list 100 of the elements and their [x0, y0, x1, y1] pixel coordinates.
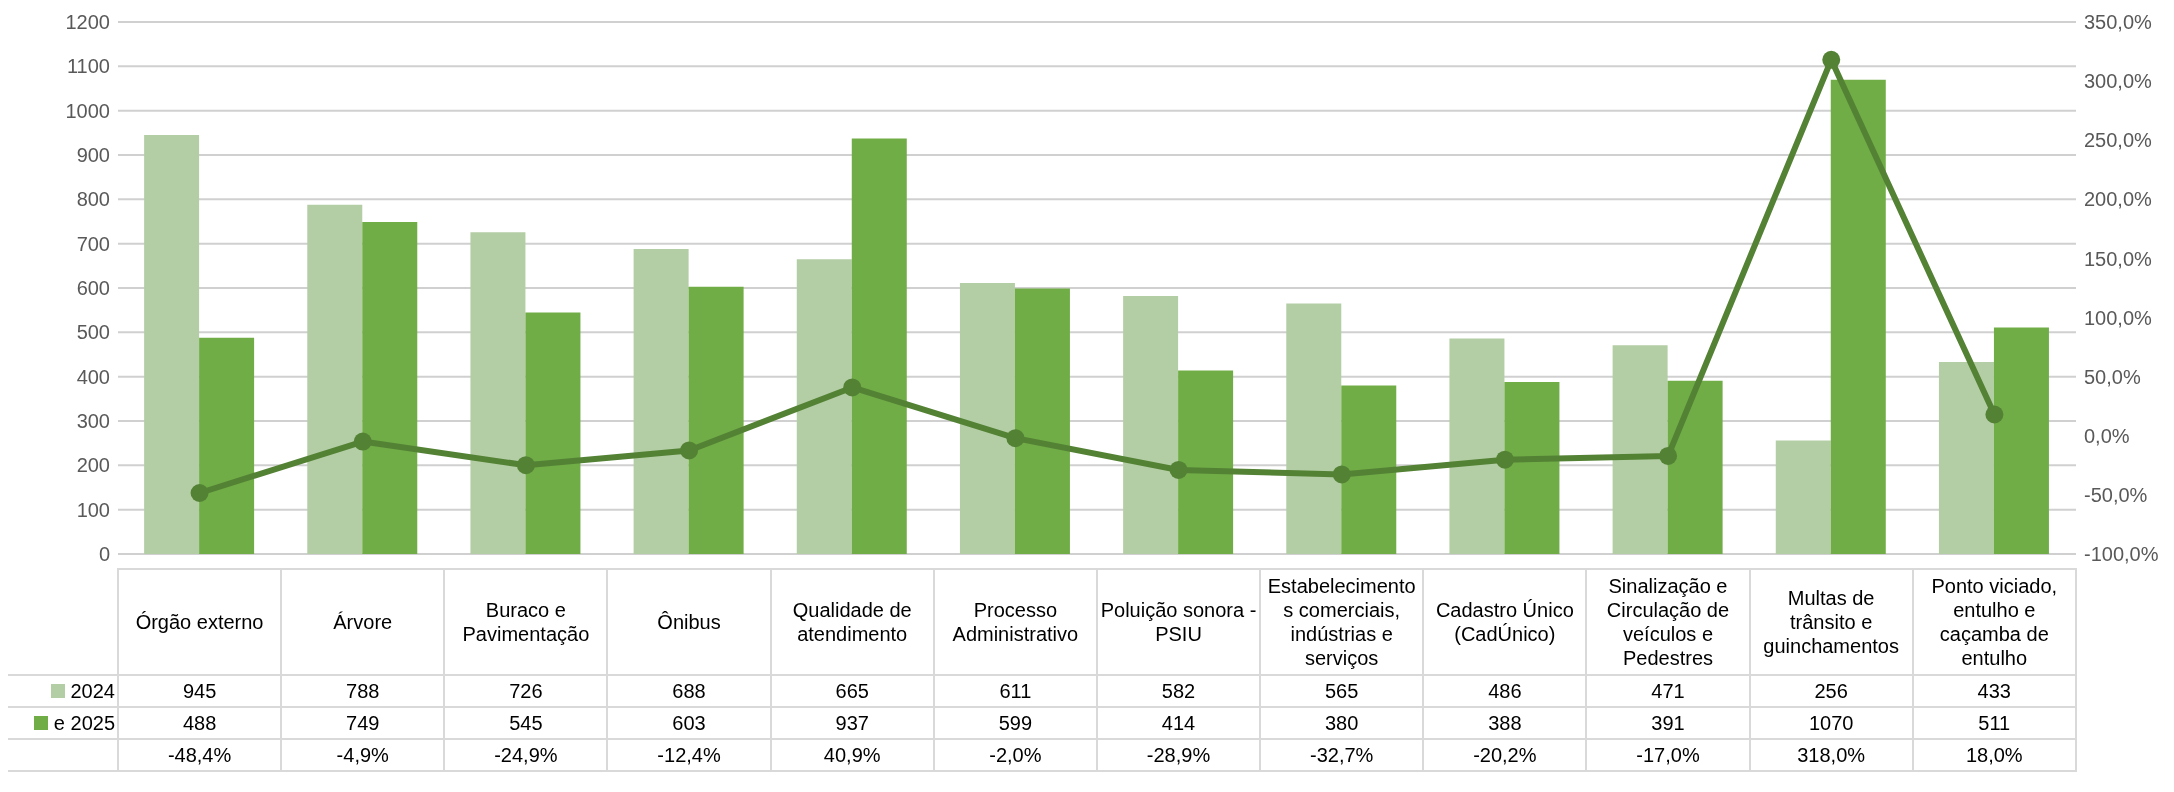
- data-label: -24,9%: [444, 739, 608, 771]
- x-tick-label: Multas de trânsito e guinchamentos: [1749, 569, 1913, 675]
- data-label: 565: [1260, 675, 1424, 707]
- data-label: 488: [118, 707, 282, 739]
- y-tick-label: 200: [76, 454, 110, 477]
- bar: [1667, 380, 1723, 554]
- bar: [1286, 303, 1342, 554]
- data-label: -20,2%: [1423, 739, 1587, 771]
- y-tick-label: 100: [76, 498, 110, 521]
- x-tick-label: Ponto viciado, entulho e caçamba de entulho: [1912, 569, 2076, 675]
- data-label: -4,9%: [281, 739, 445, 771]
- data-label: 582: [1096, 675, 1261, 707]
- data-label: 603: [607, 707, 771, 739]
- y2-tick-label: -100,0%: [2084, 543, 2159, 566]
- data-label: 414: [1096, 707, 1261, 739]
- y-tick-label: 500: [76, 321, 110, 344]
- y2-tick-label: -50,0%: [2084, 483, 2148, 506]
- legend-label: 2024: [8, 675, 118, 707]
- y-tick-label: 400: [76, 365, 110, 388]
- x-tick-label: Qualidade de atendimento: [770, 569, 934, 675]
- point: [190, 484, 209, 502]
- x-tick-label: Processo Administrativo: [933, 569, 1097, 675]
- data-label: -48,4%: [118, 739, 282, 771]
- x-tick-label: Árvore: [281, 569, 445, 675]
- x-tick-label: Ônibus: [607, 569, 771, 675]
- bar: [959, 283, 1015, 554]
- data-label: 611: [933, 675, 1097, 707]
- y-tick-label: 900: [76, 144, 110, 167]
- bar: [633, 248, 689, 554]
- data-label: 937: [770, 707, 934, 739]
- bar: [1504, 381, 1560, 554]
- y-tick-label: 1100: [66, 55, 110, 78]
- bar: [1341, 385, 1397, 554]
- bar: [688, 286, 744, 554]
- bar: [1178, 370, 1234, 554]
- point: [1985, 405, 2004, 424]
- y-tick-label: 800: [76, 188, 110, 211]
- point: [680, 441, 699, 460]
- data-label: 665: [770, 675, 934, 707]
- data-label: -12,4%: [607, 739, 771, 771]
- bar: [1775, 440, 1831, 554]
- y-tick-label: 0: [98, 543, 110, 566]
- data-label: -32,7%: [1260, 739, 1424, 771]
- point: [1332, 465, 1351, 484]
- y2-tick-label: 100,0%: [2084, 306, 2153, 329]
- point: [1495, 450, 1514, 469]
- bar: [144, 135, 200, 554]
- y-tick-label: 600: [76, 277, 110, 300]
- data-label: 486: [1423, 675, 1587, 707]
- data-label: -28,9%: [1096, 739, 1261, 771]
- bar: [199, 337, 255, 554]
- bar: [796, 259, 852, 554]
- y2-tick-label: 250,0%: [2084, 129, 2153, 152]
- y-tick-label: 700: [76, 232, 110, 255]
- data-label: 599: [933, 707, 1097, 739]
- data-label: 433: [1912, 675, 2076, 707]
- y2-tick-label: 50,0%: [2084, 365, 2141, 388]
- y2-tick-label: 150,0%: [2084, 247, 2153, 270]
- bar: [1938, 362, 1994, 554]
- data-label: 471: [1586, 675, 1750, 707]
- data-label: 388: [1423, 707, 1587, 739]
- bar: [1123, 295, 1179, 554]
- legend-label: e 2025: [8, 707, 118, 739]
- bar: [1830, 79, 1886, 554]
- point: [516, 456, 535, 475]
- bar: [1014, 288, 1070, 554]
- data-label: 380: [1260, 707, 1424, 739]
- x-tick-label: Estabelecimentos comerciais, indústrias e serviços: [1260, 569, 1424, 675]
- data-label: 788: [281, 675, 445, 707]
- bar: [470, 232, 526, 554]
- x-tick-label: Buraco e Pavimentação: [444, 569, 608, 675]
- x-tick-label: Cadastro Único (CadÚnico): [1423, 569, 1587, 675]
- y2-tick-label: 300,0%: [2084, 70, 2153, 93]
- y-tick-label: 1000: [65, 99, 110, 122]
- y-tick-label: 1200: [65, 11, 110, 34]
- data-label: 18,0%: [1912, 739, 2076, 771]
- data-label: 256: [1749, 675, 1913, 707]
- data-label: 1070: [1749, 707, 1913, 739]
- bar: [362, 221, 418, 554]
- x-tick-label: Órgão externo: [118, 569, 282, 675]
- data-label: 545: [444, 707, 608, 739]
- x-tick-label: Sinalização e Circulação de veículos e Pedestres: [1586, 569, 1750, 675]
- bar: [1612, 345, 1668, 554]
- data-label: 40,9%: [770, 739, 934, 771]
- data-label: 688: [607, 675, 771, 707]
- point: [843, 378, 862, 397]
- x-tick-label: Poluição sonora - PSIU: [1096, 569, 1261, 675]
- point: [1659, 446, 1678, 465]
- bar: [851, 138, 907, 554]
- data-label: 391: [1586, 707, 1750, 739]
- point: [353, 432, 372, 451]
- data-label: -2,0%: [933, 739, 1097, 771]
- data-label: 511: [1912, 707, 2076, 739]
- y2-tick-label: 0,0%: [2084, 424, 2130, 447]
- y2-tick-label: 200,0%: [2084, 188, 2153, 211]
- data-label: 749: [281, 707, 445, 739]
- data-label: 945: [118, 675, 282, 707]
- data-label: 318,0%: [1749, 739, 1913, 771]
- point: [1822, 50, 1841, 69]
- y2-tick-label: 350,0%: [2084, 11, 2153, 34]
